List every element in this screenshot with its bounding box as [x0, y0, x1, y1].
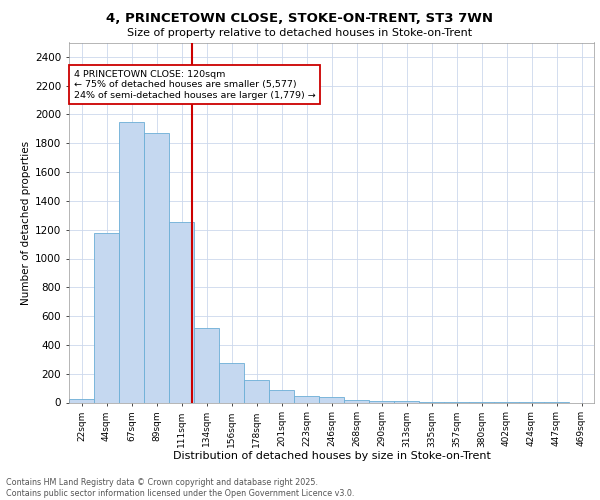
Bar	[94, 234, 119, 402]
X-axis label: Distribution of detached houses by size in Stoke-on-Trent: Distribution of detached houses by size …	[173, 450, 490, 460]
Bar	[319, 398, 344, 402]
Bar	[119, 122, 144, 402]
Text: Contains HM Land Registry data © Crown copyright and database right 2025.
Contai: Contains HM Land Registry data © Crown c…	[6, 478, 355, 498]
Text: 4 PRINCETOWN CLOSE: 120sqm
← 75% of detached houses are smaller (5,577)
24% of s: 4 PRINCETOWN CLOSE: 120sqm ← 75% of deta…	[74, 70, 315, 100]
Bar	[169, 222, 194, 402]
Bar	[69, 399, 94, 402]
Bar	[244, 380, 269, 402]
Bar	[144, 133, 169, 402]
Bar	[294, 396, 319, 402]
Bar	[219, 363, 244, 403]
Bar	[369, 401, 394, 402]
Text: Size of property relative to detached houses in Stoke-on-Trent: Size of property relative to detached ho…	[127, 28, 473, 38]
Bar	[269, 390, 294, 402]
Text: 4, PRINCETOWN CLOSE, STOKE-ON-TRENT, ST3 7WN: 4, PRINCETOWN CLOSE, STOKE-ON-TRENT, ST3…	[107, 12, 493, 26]
Y-axis label: Number of detached properties: Number of detached properties	[21, 140, 31, 304]
Bar	[194, 328, 219, 402]
Bar	[344, 400, 369, 402]
